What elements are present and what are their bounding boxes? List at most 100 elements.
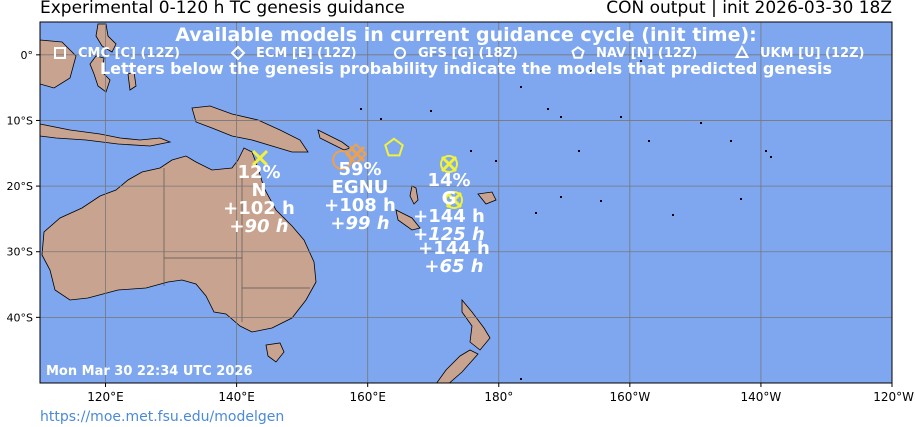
map-frame [39, 21, 893, 384]
model-letters: G [442, 188, 457, 209]
island-dot [740, 198, 742, 200]
fiji [477, 191, 497, 205]
solomon-islands [317, 129, 351, 151]
island-dot [560, 116, 562, 118]
nav-pentagon-icon [384, 137, 404, 157]
run-info: CON output | init 2026-03-30 18Z [606, 0, 892, 18]
island-dot [620, 116, 622, 118]
triangle-icon [734, 44, 750, 58]
island-dot [360, 108, 362, 110]
legend-item-circle: GFS [G] (18Z) [394, 46, 518, 61]
legend-item-label: CMC [C] (12Z) [78, 46, 180, 61]
island-dot [560, 196, 562, 198]
legend-item-label: ECM [E] (12Z) [256, 46, 357, 61]
mean-genesis-time: +99 h [330, 213, 389, 234]
axis-ticks: 0° 10°S 20°S 30°S 40°S 120°E 140°E 160°E 180° 160… [7, 49, 915, 404]
first-genesis-time: +144 h [413, 206, 485, 227]
island-dot [672, 214, 674, 216]
island-dot [430, 110, 432, 112]
island-dot [600, 200, 602, 202]
genesis-probability: 59% [338, 159, 381, 180]
model-letters: EGNU [332, 177, 389, 198]
cluster-label-group: +144 h+65 h [418, 238, 490, 277]
java-timor-chain [40, 123, 172, 147]
legend-note: Letters below the genesis probability in… [100, 59, 832, 78]
philippines [95, 23, 117, 53]
gfs-circle-icon [440, 155, 458, 173]
mean-genesis-time: +125 h [413, 224, 485, 245]
island-dot [578, 150, 580, 152]
footer-url[interactable]: https://moe.met.fsu.edu/modelgen [40, 409, 285, 425]
lat-tick-label: 30°S [7, 246, 33, 259]
cluster-labels: 12%N+102 h+90 h59%EGNU+108 h+99 h14%G+14… [223, 159, 490, 277]
gfs-circle-icon [445, 191, 463, 209]
island-dot [648, 140, 650, 142]
legend-item-triangle: UKM [U] (12Z) [734, 44, 864, 61]
page-title: Experimental 0-120 h TC genesis guidance [40, 0, 405, 18]
small-islands [360, 60, 772, 380]
lon-tick-label: 180° [484, 390, 513, 404]
halmahera [127, 71, 137, 91]
legend-heading: Available models in current guidance cyc… [175, 24, 757, 46]
timestamp: Mon Mar 30 22:34 UTC 2026 [46, 364, 253, 379]
lon-tick-label: 120°W [873, 390, 914, 404]
genesis-x-icon [440, 155, 458, 173]
state-borders [163, 168, 310, 322]
legend-item-label: NAV [N] (12Z) [596, 46, 697, 61]
land-layer [40, 23, 772, 383]
mean-genesis-time: +65 h [424, 256, 483, 277]
lat-tick-label: 10°S [7, 114, 33, 127]
square-icon [54, 47, 66, 59]
borneo [40, 39, 77, 89]
island-dot [770, 156, 772, 158]
genesis-x-icon [348, 145, 366, 163]
genesis-x-icon [445, 191, 463, 209]
legend-items: CMC [C] (12Z) ECM [E] (12Z) GFS [G] (18Z) N… [54, 44, 864, 61]
new-zealand-south [436, 349, 479, 383]
cluster-label-group: 12%N+102 h+90 h [223, 162, 295, 237]
legend-item-label: GFS [G] (18Z) [418, 46, 518, 61]
circle-icon [394, 47, 406, 59]
legend-item-label: UKM [U] (12Z) [760, 46, 864, 61]
vanuatu [409, 185, 419, 205]
island-dot [730, 140, 732, 142]
island-dot [470, 150, 472, 152]
mean-genesis-time: +90 h [229, 216, 288, 237]
lon-tick-label: 140°E [218, 390, 255, 404]
island-dot [700, 122, 702, 124]
legend-item-square: CMC [C] (12Z) [54, 46, 180, 61]
model-markers [251, 137, 463, 209]
lon-tick-label: 120°E [87, 390, 124, 404]
new-caledonia [395, 209, 421, 231]
lat-tick-label: 0° [21, 49, 34, 62]
cluster-label-group: 59%EGNU+108 h+99 h [324, 159, 396, 234]
island-dot [380, 118, 382, 120]
lon-tick-label: 140°W [741, 390, 782, 404]
cluster-label-group: 14%G+144 h+125 h [413, 170, 485, 245]
genesis-x-icon [251, 149, 269, 167]
pentagon-icon [571, 46, 585, 59]
island-dot [495, 160, 497, 162]
island-dot [590, 70, 592, 72]
sulawesi [89, 55, 111, 93]
lat-tick-label: 20°S [7, 180, 33, 193]
island-dot [520, 86, 522, 88]
island-dot [520, 378, 522, 380]
island-dot [535, 212, 537, 214]
tasmania [265, 342, 285, 363]
first-genesis-time: +108 h [324, 195, 396, 216]
first-genesis-time: +144 h [418, 238, 490, 259]
genesis-probability: 12% [237, 162, 280, 183]
lat-tick-label: 40°S [7, 311, 33, 324]
legend-item-diamond: ECM [E] (12Z) [230, 45, 357, 61]
lon-tick-label: 160°W [609, 390, 650, 404]
genesis-probability: 14% [427, 170, 470, 191]
island-dot [547, 108, 549, 110]
lon-tick-label: 160°E [349, 390, 386, 404]
diamond-icon [230, 45, 246, 61]
island-dot [640, 60, 642, 62]
model-letters: N [251, 180, 266, 201]
legend-item-pentagon: NAV [N] (12Z) [571, 46, 697, 61]
australia-landmass [41, 147, 317, 333]
